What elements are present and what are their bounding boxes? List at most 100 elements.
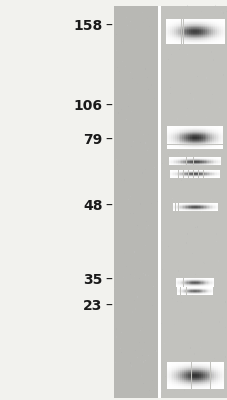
Bar xyxy=(133,278,134,280)
Bar xyxy=(214,34,216,35)
Bar xyxy=(179,363,181,364)
Bar xyxy=(191,374,192,375)
Bar xyxy=(213,143,215,144)
Bar xyxy=(198,144,200,145)
Bar xyxy=(180,135,181,136)
Bar xyxy=(204,367,206,368)
Bar xyxy=(204,138,205,139)
Bar xyxy=(195,23,196,24)
Bar xyxy=(185,130,187,131)
Bar xyxy=(217,373,219,374)
Bar xyxy=(192,34,195,35)
Bar xyxy=(205,385,206,386)
Bar xyxy=(191,147,192,148)
Bar xyxy=(208,42,210,43)
Bar xyxy=(204,30,206,31)
Bar xyxy=(210,381,211,382)
Bar xyxy=(161,85,162,86)
Bar xyxy=(213,132,215,133)
Bar xyxy=(195,373,196,374)
Bar xyxy=(185,378,187,379)
Bar xyxy=(205,138,207,139)
Bar xyxy=(171,22,173,23)
Bar xyxy=(173,33,175,34)
Bar xyxy=(220,25,222,26)
Bar xyxy=(173,32,175,33)
Bar xyxy=(181,32,183,33)
Bar xyxy=(172,139,174,140)
Bar xyxy=(222,37,224,38)
Bar xyxy=(210,365,211,366)
Bar xyxy=(198,142,200,143)
Bar xyxy=(171,25,173,26)
Bar xyxy=(220,144,222,145)
Bar xyxy=(218,134,220,135)
Bar xyxy=(183,135,185,136)
Bar xyxy=(180,302,181,303)
Bar xyxy=(167,40,169,41)
Bar xyxy=(217,382,219,383)
Bar xyxy=(166,377,168,378)
Bar xyxy=(204,147,205,148)
Bar xyxy=(189,380,191,381)
Bar xyxy=(191,42,192,43)
Bar xyxy=(179,368,181,369)
Bar xyxy=(183,33,185,34)
Bar xyxy=(191,128,192,129)
Bar xyxy=(196,148,198,149)
Bar xyxy=(175,41,177,42)
Bar xyxy=(206,365,208,366)
Bar xyxy=(183,147,185,148)
Bar xyxy=(155,350,156,352)
Bar xyxy=(220,20,222,21)
Bar xyxy=(189,93,190,94)
Bar xyxy=(200,364,202,365)
Bar xyxy=(196,128,198,129)
Bar xyxy=(187,39,189,40)
Bar xyxy=(171,128,172,130)
Bar xyxy=(172,133,174,134)
Bar xyxy=(183,376,185,377)
Bar xyxy=(219,372,221,373)
Bar xyxy=(152,286,153,287)
Bar xyxy=(150,84,151,86)
Bar xyxy=(220,141,222,142)
Bar xyxy=(166,384,168,385)
Bar xyxy=(206,363,208,364)
Bar xyxy=(212,24,214,25)
Bar xyxy=(191,26,192,27)
Bar xyxy=(170,379,172,380)
Bar xyxy=(179,32,181,33)
Bar xyxy=(221,374,223,375)
Bar xyxy=(191,148,192,149)
Bar xyxy=(204,42,206,43)
Bar xyxy=(222,29,224,30)
Bar xyxy=(176,126,178,127)
Bar xyxy=(204,388,206,389)
Bar xyxy=(202,29,204,30)
Bar xyxy=(207,128,209,129)
Bar xyxy=(169,129,170,130)
Bar xyxy=(202,30,204,31)
Bar xyxy=(192,28,195,29)
Bar xyxy=(219,365,221,366)
Bar xyxy=(187,138,189,139)
Bar xyxy=(195,32,196,33)
Bar xyxy=(215,379,217,380)
Bar xyxy=(215,143,217,144)
Bar xyxy=(167,36,169,37)
Bar xyxy=(191,41,192,42)
Bar xyxy=(167,42,168,44)
Bar xyxy=(191,386,192,387)
Bar xyxy=(167,33,169,34)
Bar xyxy=(195,20,196,21)
Bar xyxy=(221,370,223,371)
Bar xyxy=(205,132,207,133)
Bar xyxy=(206,369,208,370)
Bar xyxy=(175,26,177,27)
Bar xyxy=(200,133,202,134)
Bar xyxy=(215,367,217,368)
Bar xyxy=(181,378,183,379)
Bar xyxy=(179,23,181,24)
Bar xyxy=(173,24,175,25)
